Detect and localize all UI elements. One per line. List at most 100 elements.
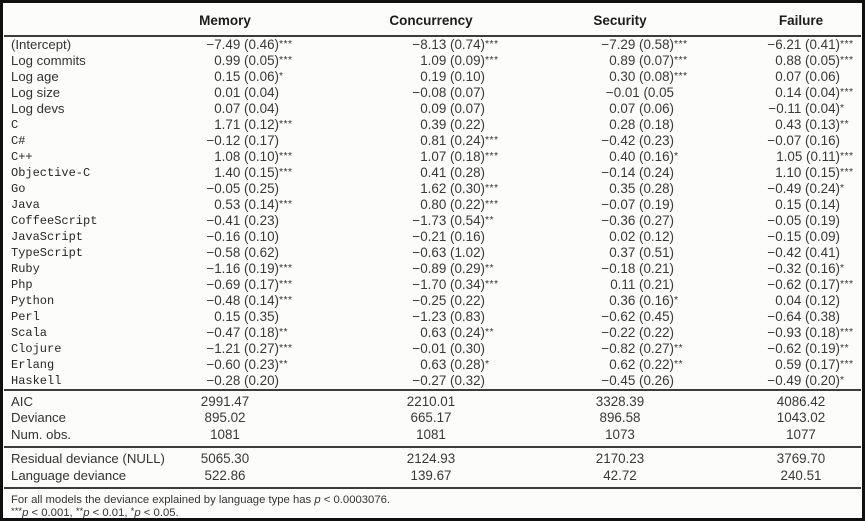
coef-cell: −1.21 (0.27) *** [206,341,293,356]
row-label: Log commits [11,53,86,68]
row-label: Go [11,182,26,196]
stat-cell: 665.17 [410,410,452,426]
coef-cell: −7.29 (0.58) *** [601,37,688,52]
stat-cell: 1043.02 [776,410,826,426]
stat-cell: 3769.70 [776,451,826,467]
coef-cell: −0.07 (0.16) [767,133,840,148]
coef-cell: 1.62 (0.30) *** [420,181,499,196]
coef-cell: 1.10 (0.15) *** [775,165,854,180]
coef-cell: 0.15 (0.14) [775,197,840,212]
row-label: Php [11,278,33,292]
table-row: Go −0.05 (0.25) 1.62 (0.30) *** 0.35 (0.28) −… [3,181,862,197]
coef-cell: 0.04 (0.12) [775,293,840,308]
stat-cell: 139.67 [410,467,452,483]
row-label: Ruby [11,262,40,276]
table-row: Java 0.53 (0.14) *** 0.80 (0.22) *** −0.07 (0… [3,197,862,213]
coef-cell: 0.09 (0.07) [420,101,485,116]
table-row: Haskell −0.28 (0.20) −0.27 (0.32) −0.45 (0.… [3,373,862,389]
row-label: AIC [11,394,33,409]
coef-cell: 0.07 (0.06) [609,101,674,116]
table-row: Erlang −0.60 (0.23) ** 0.63 (0.28) * 0.62 (0.… [3,357,862,373]
table-row: Scala −0.47 (0.18) ** 0.63 (0.24) ** −0.22 (0… [3,325,862,341]
row-label: Residual deviance (NULL) [11,451,165,467]
coef-cell: 0.30 (0.08) *** [609,69,688,84]
row-label: Log devs [11,101,65,116]
row-label: Python [11,294,55,308]
coef-cell: −0.36 (0.27) [601,213,674,228]
row-label: Haskell [11,374,62,388]
coef-cell: −1.16 (0.19) *** [206,261,293,276]
section-divider [4,389,861,391]
table-row: Clojure −1.21 (0.27) *** −0.01 (0.30) −0.82 … [3,341,862,357]
coef-cell: −0.16 (0.10) [206,229,279,244]
table-row: Objective-C 1.40 (0.15) *** 0.41 (0.28) −0.1… [3,165,862,181]
coef-cell: 0.07 (0.04) [214,101,279,116]
table-row: Num. obs. 1081 1081 1073 1077 [3,427,862,443]
deviance-rows: Residual deviance (NULL) 5065.30 2124.93 21… [3,448,862,487]
stat-cell: 5065.30 [200,451,250,467]
coef-cell: 0.15 (0.35) [214,309,279,324]
table-row: Language deviance 522.86 139.67 42.72 240.51 [3,468,862,484]
coef-cell: −0.08 (0.07) [412,85,485,100]
coef-cell: −0.62 (0.19) ** [767,341,849,356]
table-row: Log age 0.15 (0.06) * 0.19 (0.10) 0.30 (0.08… [3,69,862,85]
coef-cell: −0.21 (0.16) [412,229,485,244]
coef-cell: 0.59 (0.17) *** [775,357,854,372]
footer-divider [4,486,861,489]
table-row: CoffeeScript −0.41 (0.23) −1.73 (0.54) ** −0… [3,213,862,229]
stat-cell: 1081 [416,426,446,442]
footnote-line: For all models the deviance explained by… [11,493,391,506]
coef-cell: 0.28 (0.18) [609,117,674,132]
coef-cell: 0.43 (0.13) ** [775,117,849,132]
table-row: AIC 2991.47 2210.01 3328.39 4086.42 [3,394,862,410]
coef-cell: −0.32 (0.16) * [767,261,845,276]
row-label: TypeScript [11,246,84,260]
row-label: CoffeeScript [11,214,98,228]
row-label: Deviance [11,410,66,426]
coef-cell: −0.58 (0.62) [206,245,279,260]
coef-cell: −0.25 (0.22) [412,293,485,308]
table-row: TypeScript −0.58 (0.62) −0.63 (1.02) 0.37 (… [3,245,862,261]
footnote-line: ***p < 0.001, **p < 0.01, *p < 0.05. [11,506,179,520]
row-label: Objective-C [11,166,91,180]
coef-cell: −0.62 (0.17) *** [767,277,854,292]
coef-cell: −0.42 (0.23) [601,133,674,148]
coef-cell: 0.62 (0.22) ** [609,357,683,372]
column-header: Memory [199,12,251,28]
coef-cell: 0.14 (0.04) *** [775,85,854,100]
coef-cell: −0.18 (0.21) [601,261,674,276]
row-label: Log size [11,85,61,100]
coef-cell: −1.70 (0.34) *** [412,277,499,292]
coef-cell: −0.12 (0.17) [206,133,279,148]
stat-cell: 896.58 [599,410,641,426]
stat-cell: 3328.39 [595,394,645,409]
row-label: Log age [11,69,59,84]
coef-cell: 1.09 (0.09) *** [420,53,499,68]
column-header: Security [593,12,647,28]
coef-cell: 0.41 (0.28) [420,165,485,180]
table-row: Log devs 0.07 (0.04) 0.09 (0.07) 0.07 (0.06… [3,101,862,117]
coef-cell: 0.89 (0.07) *** [609,53,688,68]
coef-cell: −0.05 (0.19) [767,213,840,228]
coef-cell: 0.02 (0.12) [609,229,674,244]
row-label: Erlang [11,358,55,372]
coef-cell: −0.62 (0.45) [601,309,674,324]
stat-cell: 1081 [210,426,240,442]
table-row: Php −0.69 (0.17) *** −1.70 (0.34) *** 0.11 (0… [3,277,862,293]
row-label: Scala [11,326,48,340]
table-row: (Intercept) −7.49 (0.46) *** −8.13 (0.74) **… [3,37,862,53]
coef-cell: −0.22 (0.22) [601,325,674,340]
coef-cell: 1.07 (0.18) *** [420,149,499,164]
coef-cell: −0.15 (0.09) [767,229,840,244]
column-header: Failure [778,12,824,28]
coef-cell: −0.93 (0.18) *** [767,325,854,340]
coef-cell: 0.99 (0.05) *** [214,53,293,68]
coef-cell: −0.45 (0.26) [601,373,674,388]
coef-cell: 0.37 (0.51) [609,245,674,260]
coef-cell: −0.05 (0.25) [206,181,279,196]
coef-cell: 0.81 (0.24) *** [420,133,499,148]
stat-cell: 2991.47 [200,394,250,409]
coef-cell: −0.49 (0.20) * [767,373,845,388]
row-label: Language deviance [11,467,127,483]
